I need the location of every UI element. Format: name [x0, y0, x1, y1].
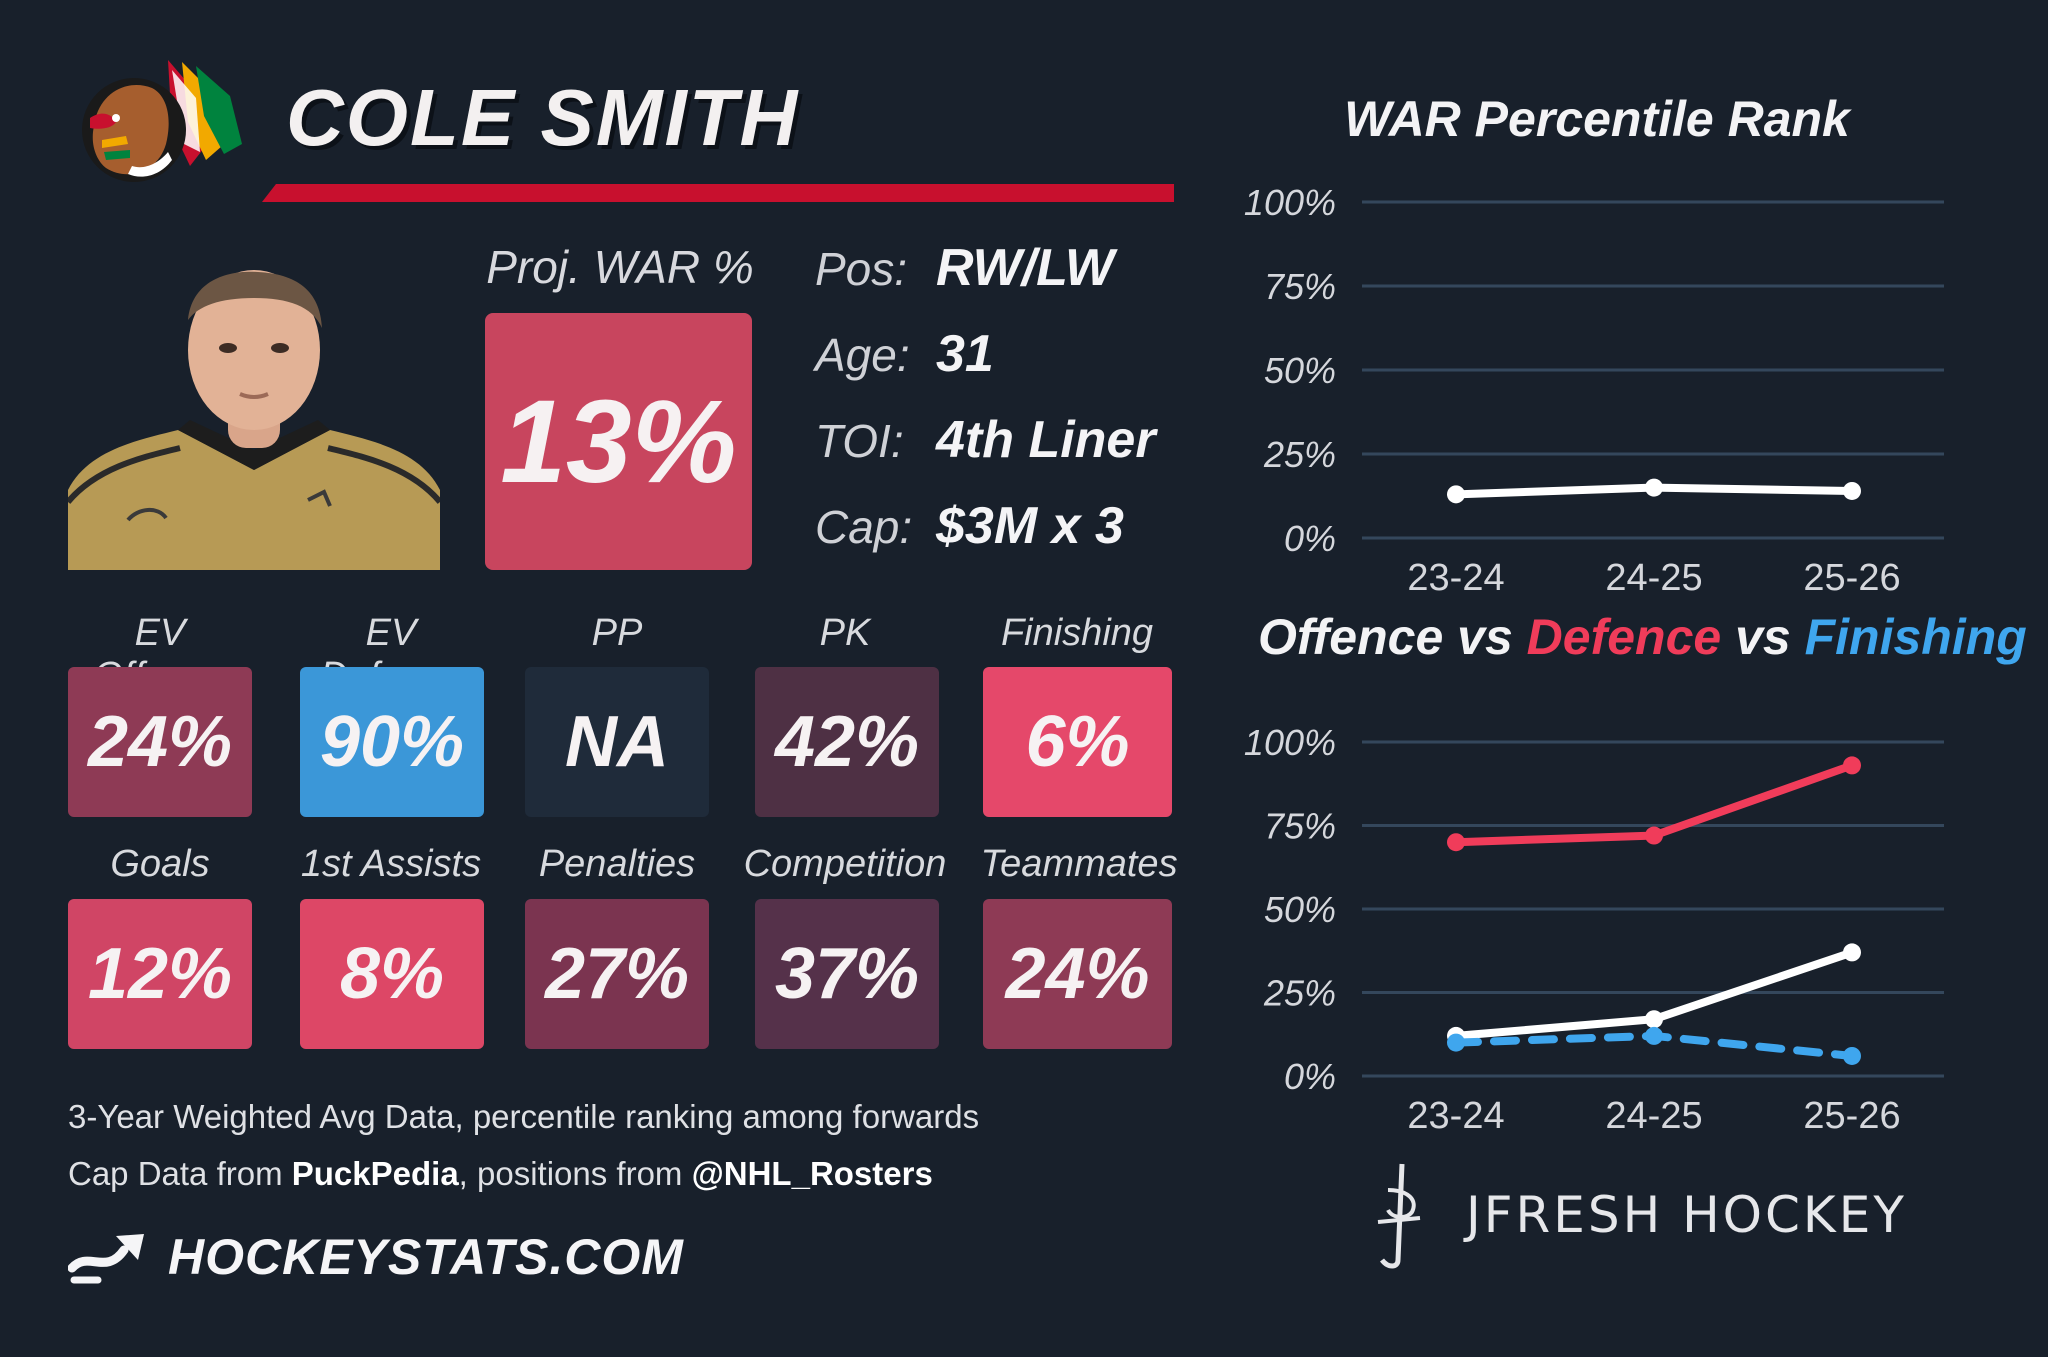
tile-penalties: 27%: [525, 899, 709, 1049]
pos-value: RW/LW: [936, 239, 1115, 297]
tile-label-1st-assists: 1st Assists: [300, 843, 482, 885]
data-point: [1447, 1033, 1465, 1052]
tile-ev-defence: 90%: [300, 667, 484, 817]
x-tick-label: 24-25: [1605, 557, 1702, 599]
tile-goals: 12%: [68, 899, 252, 1049]
data-point: [1843, 756, 1861, 775]
title-vs-1: vs: [1443, 610, 1526, 665]
y-tick-label: 75%: [1264, 266, 1336, 307]
x-tick-label: 25-26: [1803, 1095, 1900, 1137]
y-tick-label: 50%: [1264, 889, 1336, 930]
offence-defence-finishing-chart: Offence vs Defence vs Finishing 0% 25% 50%…: [1244, 610, 2027, 1137]
jfresh-brand[interactable]: JFRESH HOCKEY: [1368, 1160, 1907, 1270]
data-point: [1645, 478, 1663, 497]
data-point: [1645, 1010, 1663, 1029]
team-logo: [82, 60, 242, 182]
y-tick-label: 0%: [1284, 518, 1336, 559]
tile-teammates: 24%: [983, 899, 1172, 1049]
data-point: [1843, 1046, 1861, 1065]
data-point: [1645, 826, 1663, 845]
tile-competition: 37%: [755, 899, 939, 1049]
ovd-chart-title: Offence vs Defence vs Finishing: [1258, 610, 2027, 665]
x-tick-label: 23-24: [1407, 557, 1504, 599]
proj-war-value: 13%: [485, 313, 752, 570]
footnote-methodology: 3-Year Weighted Avg Data, percentile ran…: [68, 1098, 980, 1135]
y-tick-label: 100%: [1244, 722, 1336, 763]
y-tick-label: 50%: [1264, 350, 1336, 391]
y-tick-label: 25%: [1263, 434, 1336, 475]
tile-label-finishing: Finishing: [1000, 612, 1154, 654]
data-point: [1447, 833, 1465, 852]
war-percentile-chart: WAR Percentile Rank 0% 25% 50% 75% 100% 23-24…: [1244, 91, 1944, 599]
footnote-pos-prefix: , positions from: [458, 1155, 692, 1192]
age-label: Age:: [815, 329, 910, 381]
data-point: [1843, 481, 1861, 500]
player-headshot: [68, 270, 440, 570]
pos-label: Pos:: [815, 243, 908, 295]
nhl-rosters-link[interactable]: @NHL_Rosters: [691, 1155, 933, 1192]
y-tick-label: 0%: [1284, 1056, 1336, 1097]
y-tick-label: 100%: [1244, 182, 1336, 223]
footnote-cap-prefix: Cap Data from: [68, 1155, 292, 1192]
x-tick-label: 25-26: [1803, 557, 1900, 599]
puckpedia-link[interactable]: PuckPedia: [291, 1155, 459, 1192]
hockeystats-logo-icon: [68, 1234, 144, 1284]
tile-label-goals: Goals: [110, 843, 210, 885]
hockeystats-brand[interactable]: HOCKEYSTATS.COM: [68, 1228, 684, 1286]
player-name: COLE SMITH: [286, 73, 800, 162]
data-point: [1645, 1026, 1663, 1045]
footnote-sources: Cap Data from PuckPedia, positions from …: [68, 1155, 933, 1193]
war-chart-title: WAR Percentile Rank: [1344, 91, 1852, 147]
tile-label-competition: Competition: [743, 843, 947, 885]
age-value: 31: [936, 325, 994, 383]
data-point: [1447, 485, 1465, 504]
toi-label: TOI:: [815, 415, 904, 467]
title-finishing: Finishing: [1805, 610, 2027, 665]
tile-pk: 42%: [755, 667, 939, 817]
tile-label-penalties: Penalties: [538, 843, 696, 885]
title-underline: [262, 184, 1174, 202]
x-tick-label: 24-25: [1605, 1095, 1702, 1137]
hockeystats-text: HOCKEYSTATS.COM: [168, 1229, 684, 1285]
jfresh-logo-icon: [1377, 1163, 1421, 1269]
cap-label: Cap:: [815, 501, 913, 553]
title-vs-2: vs: [1721, 610, 1804, 665]
cap-value: $3M x 3: [936, 497, 1124, 555]
tile-label-pk: PK: [819, 612, 871, 654]
title-defence: Defence: [1527, 610, 1722, 665]
tile-pp: NA: [525, 667, 709, 817]
data-point: [1843, 943, 1861, 962]
toi-value: 4th Liner: [936, 411, 1156, 469]
y-tick-label: 25%: [1263, 973, 1336, 1014]
y-tick-label: 75%: [1264, 806, 1336, 847]
tile-1st-assists: 8%: [300, 899, 484, 1049]
title-offence: Offence: [1258, 610, 1443, 665]
tile-finishing: 6%: [983, 667, 1172, 817]
x-tick-label: 23-24: [1407, 1095, 1504, 1137]
tile-label-pp: PP: [591, 612, 643, 654]
tile-label-teammates: Teammates: [980, 843, 1178, 885]
tile-ev-offence: 24%: [68, 667, 252, 817]
proj-war-label: Proj. WAR %: [486, 241, 754, 293]
jfresh-text: JFRESH HOCKEY: [1466, 1186, 1907, 1244]
